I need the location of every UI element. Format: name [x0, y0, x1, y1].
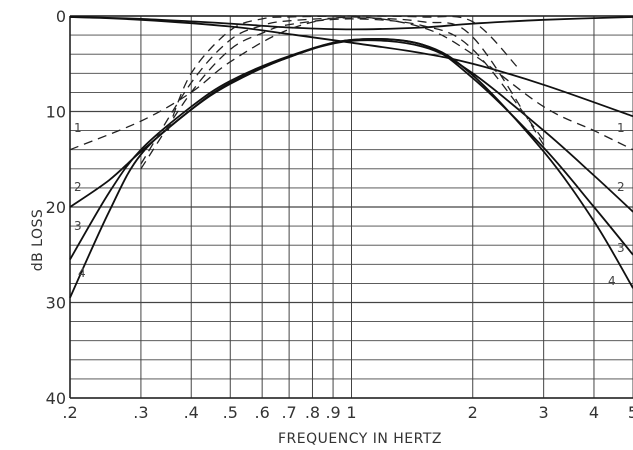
x-tick-label: .6: [255, 403, 270, 422]
x-tick-label: .4: [184, 403, 199, 422]
series-group: [69, 15, 633, 299]
x-tick-label: 5: [628, 403, 633, 422]
x-tick-label: 4: [589, 403, 599, 422]
y-tick-label: 30: [46, 294, 66, 313]
grid: [69, 15, 633, 399]
curve-label-right: 2: [617, 180, 625, 194]
curve-label-left: 3: [74, 219, 82, 233]
curve-label-right: 4: [608, 274, 616, 288]
curve-label-left: 2: [74, 180, 82, 194]
curve-label-group: 1 2 3 4 1 2 3 4: [74, 121, 625, 288]
x-tick-label: .9: [325, 403, 340, 422]
solid-curve-1: [69, 16, 633, 31]
x-tick-label: .8: [305, 403, 320, 422]
tick-label-group: .2 .3 .4 .5 .6 .7 .8 .9 1 2 3 4 5 0 10 20 30 40: [46, 7, 633, 422]
curve-label-right: 1: [617, 121, 625, 135]
x-tick-label: .2: [62, 403, 77, 422]
x-tick-label: .7: [281, 403, 296, 422]
x-tick-label: .3: [133, 403, 148, 422]
x-tick-label: 1: [346, 403, 356, 422]
x-tick-label: .5: [223, 403, 238, 422]
y-tick-label: 10: [46, 103, 66, 122]
y-tick-label: 40: [46, 389, 66, 408]
curve-label-left: 4: [78, 266, 86, 280]
x-tick-label: 3: [539, 403, 549, 422]
curve-label-left: 1: [74, 121, 82, 135]
x-tick-label: 2: [468, 403, 478, 422]
dashed-curve-2: [140, 18, 545, 170]
y-tick-label: 20: [46, 198, 66, 217]
solid-curve-4: [69, 37, 633, 299]
y-tick-label: 0: [56, 7, 66, 26]
dashed-curve-3: [140, 17, 545, 165]
solid-curve-1: [69, 16, 633, 118]
x-axis-title: FREQUENCY IN HERTZ: [278, 431, 442, 447]
curve-label-right: 3: [617, 241, 625, 255]
dashed-curve-1: [69, 16, 633, 151]
y-axis-title: dB LOSS: [30, 209, 46, 272]
dashed-curve-4: [167, 15, 520, 131]
